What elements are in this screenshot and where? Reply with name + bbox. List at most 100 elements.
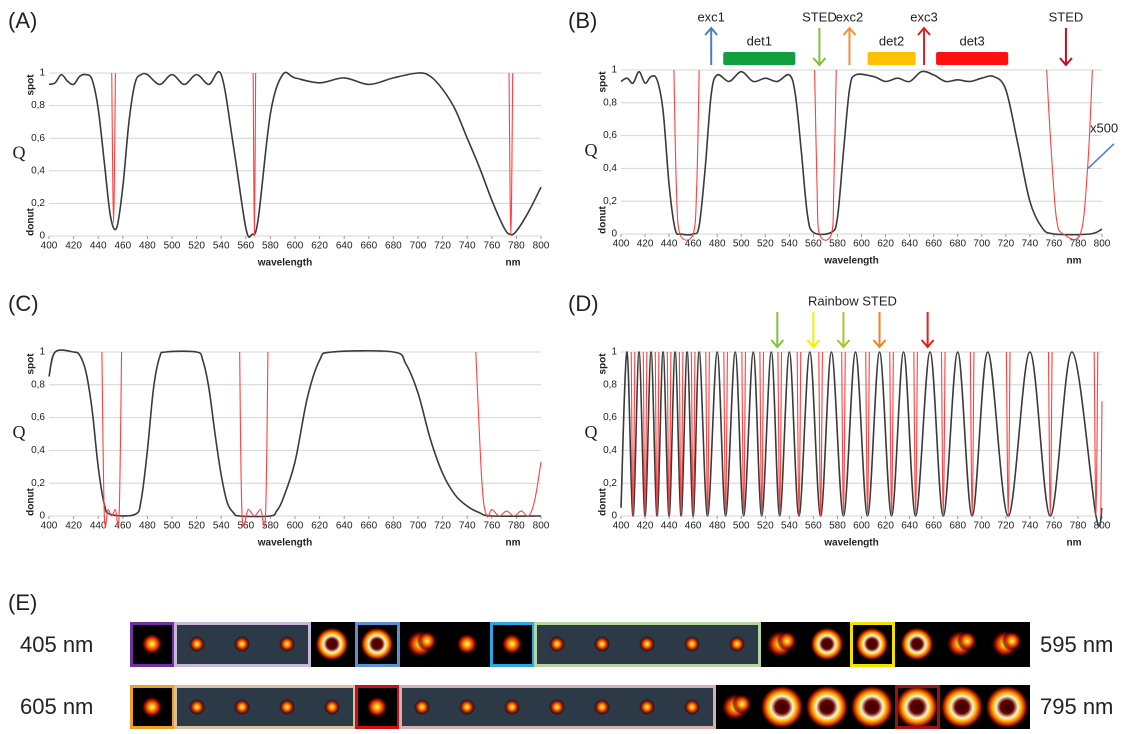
x-tick-label: 720: [434, 521, 451, 532]
x-tick-label: 500: [164, 241, 181, 252]
chart-panel: (D)00,20,40,60,8140042044046048050052054…: [568, 291, 1111, 549]
annotation: [771, 312, 783, 347]
y-tick-label: 0,6: [31, 412, 45, 423]
x-tick-label: 560: [805, 239, 822, 250]
y-top-label: spot: [598, 71, 609, 93]
data-line: [49, 72, 541, 237]
x-tick-label: 420: [65, 241, 82, 252]
x-tick-label: 500: [164, 521, 181, 532]
psf-tile: [220, 622, 265, 667]
x-tick-label: 780: [508, 521, 525, 532]
x-tick-label: 700: [410, 241, 427, 252]
annotation: [837, 312, 849, 347]
psf-tile: [220, 685, 265, 729]
data-line: [49, 350, 541, 516]
x-tick-label: 540: [781, 521, 798, 532]
annotation-band: [868, 52, 916, 65]
data-line: [674, 70, 1092, 240]
row-end-label: 795 nm: [1040, 694, 1113, 719]
x-tick-label: 640: [901, 521, 918, 532]
chart-panel: (A)00,20,40,60,8140042044046048050052054…: [8, 8, 550, 269]
annotation-label: det3: [959, 33, 984, 48]
y-tick-label: 0,2: [31, 478, 45, 489]
psf-tile: [355, 622, 400, 667]
y-tick-label: 1: [39, 347, 45, 358]
x-tick-label: 700: [410, 521, 427, 532]
psf-tile: [130, 685, 175, 729]
psf-tile: [310, 622, 355, 667]
annotation-band: [723, 52, 795, 65]
x-tick-label: 720: [997, 239, 1014, 250]
panel-label: (D): [568, 291, 599, 316]
annotation-label: exc1: [697, 9, 724, 24]
annotation: [922, 312, 934, 347]
y-tick-label: 0,6: [603, 130, 617, 141]
x-tick-label: 480: [709, 521, 726, 532]
x-tick-label: 680: [949, 521, 966, 532]
x-axis-label: wavelength: [257, 538, 312, 549]
x-tick-label: 480: [139, 521, 156, 532]
x-tick-label: 780: [1070, 239, 1087, 250]
x-tick-label: 780: [1070, 521, 1087, 532]
psf-tile: [805, 622, 850, 667]
annotation-label: STED: [802, 9, 837, 24]
x-tick-label: 480: [709, 239, 726, 250]
row-start-label: 605 nm: [20, 694, 93, 719]
psf-tile: [355, 685, 400, 729]
x-tick-label: 420: [65, 521, 82, 532]
y-tick-label: 0,2: [603, 478, 617, 489]
psf-tile: [940, 685, 985, 729]
annotation: [918, 28, 930, 65]
y-axis-label: Q: [585, 422, 598, 442]
y-bottom-label: donut: [26, 207, 37, 235]
annotation: [1060, 28, 1072, 65]
psf-tile: [580, 622, 625, 667]
x-tick-label: 600: [853, 521, 870, 532]
annotation-band: [936, 52, 1008, 65]
x-tick-label: 440: [90, 241, 107, 252]
y-tick-label: 0,6: [603, 412, 617, 423]
x-tick-label: 740: [1022, 239, 1039, 250]
psf-tile: [895, 685, 940, 729]
x-tick-label: 600: [287, 241, 304, 252]
x-unit-label: nm: [1067, 256, 1082, 267]
psf-tile: [130, 622, 175, 667]
x-tick-label: 640: [336, 241, 353, 252]
x-axis-label: wavelength: [257, 258, 312, 269]
psf-tile: [310, 685, 355, 729]
y-tick-label: 0,8: [603, 97, 617, 108]
x-tick-label: 480: [139, 241, 156, 252]
psf-tile: [400, 622, 445, 667]
psf-tile: [625, 685, 670, 729]
x-tick-label: 560: [237, 521, 254, 532]
psf-tile: [670, 685, 715, 729]
psf-tile: [535, 622, 580, 667]
annotation-label: STED: [1049, 9, 1084, 24]
figure: (E) 405 nm 595 nm 605 nm 795 nm (A)00,20…: [0, 0, 1132, 729]
x-tick-label: 520: [188, 241, 205, 252]
y-top-label: spot: [598, 353, 609, 375]
psf-tile: [670, 622, 715, 667]
x-tick-label: 540: [781, 239, 798, 250]
x-tick-label: 760: [483, 521, 500, 532]
annotation-label: det2: [879, 33, 904, 48]
annotation: [874, 312, 886, 347]
y-top-label: spot: [26, 74, 37, 96]
annotation: [705, 28, 717, 65]
y-top-label: spot: [26, 353, 37, 375]
psf-tile: [400, 685, 445, 729]
x-tick-label: 580: [262, 241, 279, 252]
annotation-label: exc3: [910, 9, 937, 24]
x-tick-label: 540: [213, 521, 230, 532]
y-tick-label: 0,8: [31, 379, 45, 390]
x-tick-label: 800: [533, 241, 550, 252]
x-tick-label: 680: [385, 241, 402, 252]
y-tick-label: 1: [611, 65, 617, 76]
psf-tile: [850, 685, 895, 729]
data-line: [621, 71, 1102, 234]
x-tick-label: 520: [188, 521, 205, 532]
x-tick-label: 700: [973, 239, 990, 250]
x-tick-label: 600: [853, 239, 870, 250]
x-tick-label: 680: [949, 239, 966, 250]
psf-tile: [175, 685, 220, 729]
